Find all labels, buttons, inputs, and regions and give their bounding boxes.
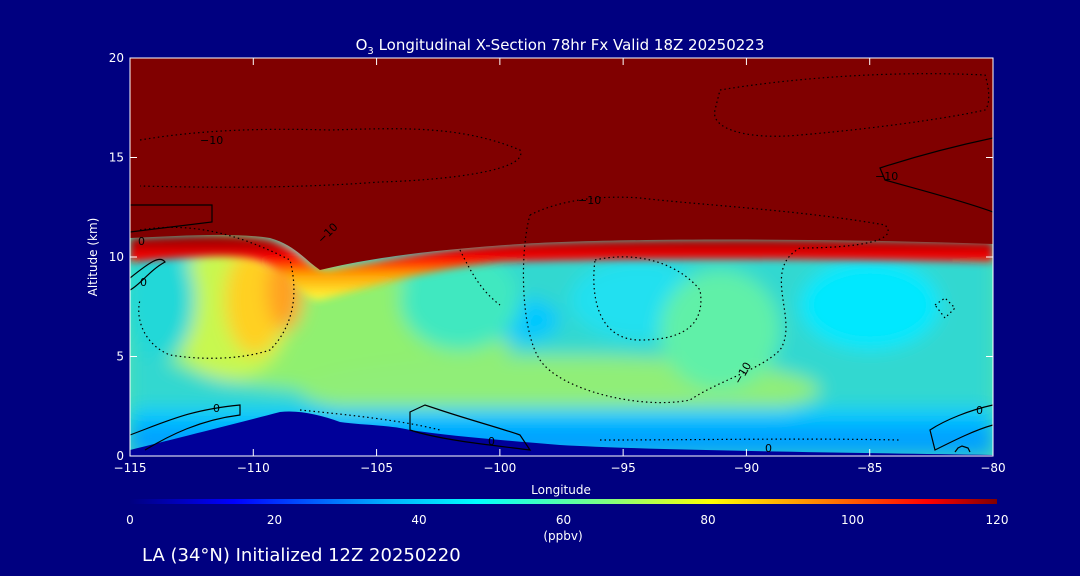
y-tick-label: 10 [109, 250, 124, 264]
contour-label: −10 [875, 170, 898, 183]
x-tick-label: −115 [114, 461, 147, 475]
x-tick-label: −100 [483, 461, 516, 475]
contour-label: 0 [488, 435, 495, 448]
ozone-field [130, 58, 993, 456]
contour-lines-dotted [138, 73, 990, 441]
x-tick-label: −105 [360, 461, 393, 475]
colorbar-tick-label: 40 [411, 513, 426, 527]
x-tick-label: −95 [610, 461, 635, 475]
colorbar-tick-label: 20 [267, 513, 282, 527]
x-tick-label: −85 [857, 461, 882, 475]
colorbar-unit-label: (ppbv) [543, 529, 582, 543]
contour-label: 0 [138, 235, 145, 248]
x-axis-label: Longitude [531, 483, 591, 497]
chart-title: O3 Longitudinal X-Section 78hr Fx Valid … [356, 36, 765, 57]
colorbar-tick-label: 80 [700, 513, 715, 527]
y-axis-label: Altitude (km) [86, 218, 100, 297]
x-tick-label: −110 [237, 461, 270, 475]
colorbar-tick-label: 120 [986, 513, 1009, 527]
contour-label: 0 [765, 442, 772, 455]
contour-lines [130, 137, 993, 453]
contour-label: −10 [200, 134, 223, 147]
y-tick-label: 15 [109, 151, 124, 165]
contour-label: 0 [213, 402, 220, 415]
y-tick-label: 0 [116, 449, 124, 463]
x-axis: −115 −110 −105 −100 −95 −90 −85 −80 [114, 58, 1006, 475]
colorbar-tick-label: 0 [126, 513, 134, 527]
y-tick-label: 5 [116, 350, 124, 364]
x-tick-label: −90 [734, 461, 759, 475]
y-tick-label: 20 [109, 51, 124, 65]
colorbar-tick-label: 60 [556, 513, 571, 527]
x-tick-label: −80 [980, 461, 1005, 475]
colorbar-ticks: 0 20 40 60 80 100 120 [126, 513, 1008, 527]
colorbar-tick-label: 100 [841, 513, 864, 527]
contour-label: 0 [976, 404, 983, 417]
contour-label: 0 [140, 276, 147, 289]
colorbar [130, 499, 997, 504]
contour-label: −10 [578, 194, 601, 207]
y-axis: 0 5 10 15 20 [109, 51, 993, 463]
initialization-footer: LA (34°N) Initialized 12Z 20250220 [142, 545, 461, 566]
